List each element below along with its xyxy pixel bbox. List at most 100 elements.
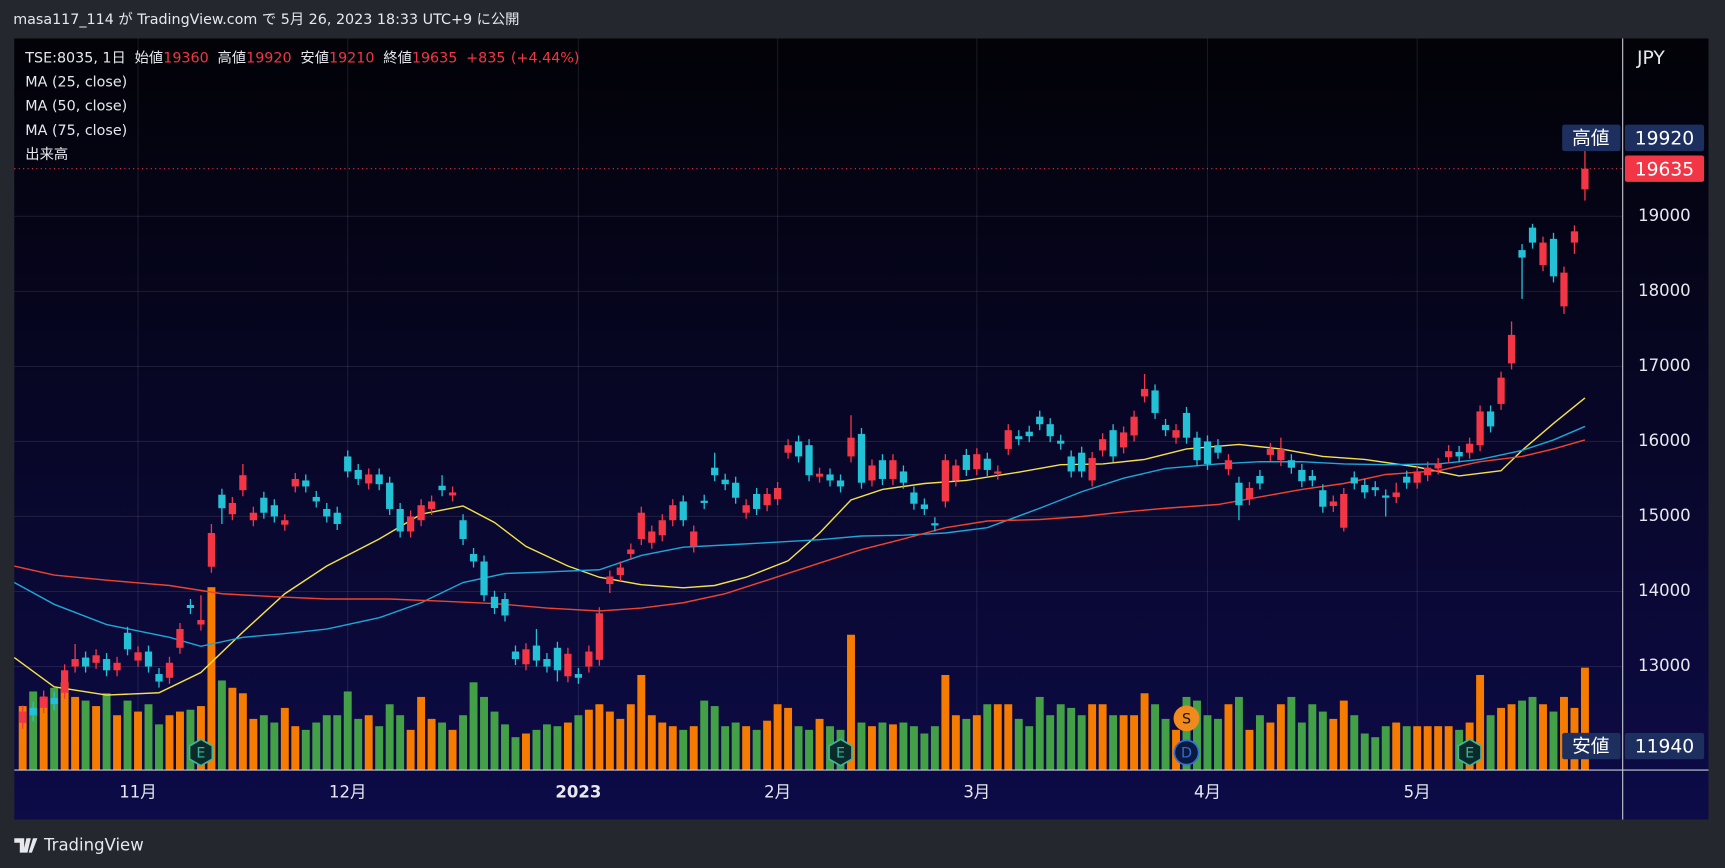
volume-bar — [50, 687, 59, 771]
ma-legend: MA (25, close) — [25, 75, 127, 91]
candle-body — [480, 561, 488, 596]
candle-body — [365, 474, 373, 484]
volume-bar — [857, 722, 866, 771]
ohlc-label: 終値 — [383, 49, 412, 66]
volume-bar — [1497, 707, 1506, 771]
candle-body — [427, 501, 436, 509]
candle-body — [1424, 467, 1432, 476]
ma-legend: MA (75, close) — [25, 123, 127, 139]
y-tick-label: 13000 — [1638, 656, 1691, 675]
candle-body — [134, 652, 142, 661]
volume-bar — [1266, 722, 1275, 771]
candle-body — [386, 482, 394, 509]
volume-bar — [1413, 726, 1422, 771]
volume-bar — [605, 711, 614, 771]
volume-bar — [1444, 726, 1453, 771]
overlay-layer: 13000 14000 15000 16000 17000 18000 19000 11月 12… — [14, 124, 1705, 802]
volume-bar — [490, 711, 499, 771]
candle-body — [658, 520, 666, 536]
candle-body — [312, 496, 320, 502]
volume-bar — [1025, 726, 1034, 771]
candle-body — [962, 454, 970, 470]
volume-bar — [951, 715, 960, 771]
volume-bar — [647, 715, 656, 771]
footer-logo: TradingView — [14, 835, 144, 854]
y-tick-label: 18000 — [1638, 281, 1691, 300]
event-badge — [828, 738, 853, 767]
event-badge — [188, 738, 214, 767]
volume-bar — [1308, 704, 1317, 771]
ohlc-value: 19635 — [412, 50, 457, 66]
volume-bar — [1046, 715, 1055, 771]
candle-body — [186, 605, 195, 609]
volume-bar — [1140, 693, 1149, 771]
candle-body — [690, 531, 698, 547]
ohlc-legend: TSE:8035, 1日 始値19360 高値19920 安値19210 終値19635… — [24, 49, 579, 66]
price-badge-value: 11940 — [1635, 737, 1694, 758]
footer-brand: TradingView — [43, 835, 144, 854]
candle-body — [1434, 463, 1442, 469]
volume-bar — [29, 691, 38, 771]
candle-body — [40, 696, 48, 708]
event-marker: E — [828, 738, 853, 767]
candle-body — [931, 523, 939, 526]
volume-bar — [1077, 715, 1086, 771]
candle-body — [1455, 451, 1463, 457]
volume-bar — [1276, 704, 1285, 771]
candle-body — [1319, 490, 1327, 507]
candle-body — [847, 437, 855, 457]
candle-body — [1193, 437, 1201, 461]
volume-bar — [1245, 729, 1254, 771]
candle-body — [113, 662, 121, 671]
candle-body — [1465, 443, 1474, 453]
candle-body — [459, 520, 467, 539]
candle-body — [952, 465, 960, 481]
candle-body — [344, 456, 352, 472]
volume-bar — [679, 729, 688, 771]
candle-body — [1119, 432, 1128, 448]
candle-layer — [19, 147, 1589, 729]
candle-body — [60, 670, 69, 693]
candle-body — [1151, 390, 1159, 413]
candle-body — [815, 473, 824, 477]
volume-legend: 出来高 — [25, 146, 68, 163]
candle-body — [469, 553, 478, 562]
ohlc-label: 安値 — [300, 49, 329, 66]
candle-body — [490, 596, 499, 609]
candle-body — [1266, 448, 1275, 455]
candle-body — [899, 471, 908, 483]
volume-bar — [196, 706, 205, 771]
candle-body — [123, 632, 132, 650]
candle-body — [973, 454, 981, 470]
volume-bar — [1056, 704, 1065, 771]
volume-bar — [1035, 696, 1044, 771]
volume-bar — [888, 724, 897, 771]
ohlc-value: 19360 — [163, 50, 208, 66]
x-tick-label: 2023 — [555, 783, 601, 802]
candle-body — [742, 505, 750, 513]
candle-body — [155, 674, 163, 682]
volume-bar — [658, 722, 667, 771]
event-badge — [1457, 738, 1482, 767]
volume-bar — [962, 718, 971, 771]
candle-body — [878, 460, 887, 479]
candle-body — [1350, 477, 1358, 484]
volume-bar — [805, 729, 814, 771]
volume-bar — [217, 680, 226, 771]
event-badge — [1173, 739, 1200, 766]
event-badge — [1173, 705, 1200, 732]
candle-body — [92, 655, 100, 663]
volume-bar — [1214, 718, 1222, 771]
candle-body — [1214, 445, 1222, 453]
volume-bar — [238, 693, 247, 771]
candle-body — [606, 576, 614, 585]
ohlc-value: 19920 — [246, 50, 291, 66]
candle-body — [1088, 457, 1096, 481]
candle-body — [532, 645, 541, 661]
candle-body — [574, 674, 583, 678]
candle-body — [333, 512, 341, 524]
candle-body — [553, 647, 562, 671]
candle-body — [19, 711, 27, 723]
x-tick-label: 11月 — [119, 783, 156, 802]
candle-body — [711, 467, 719, 476]
